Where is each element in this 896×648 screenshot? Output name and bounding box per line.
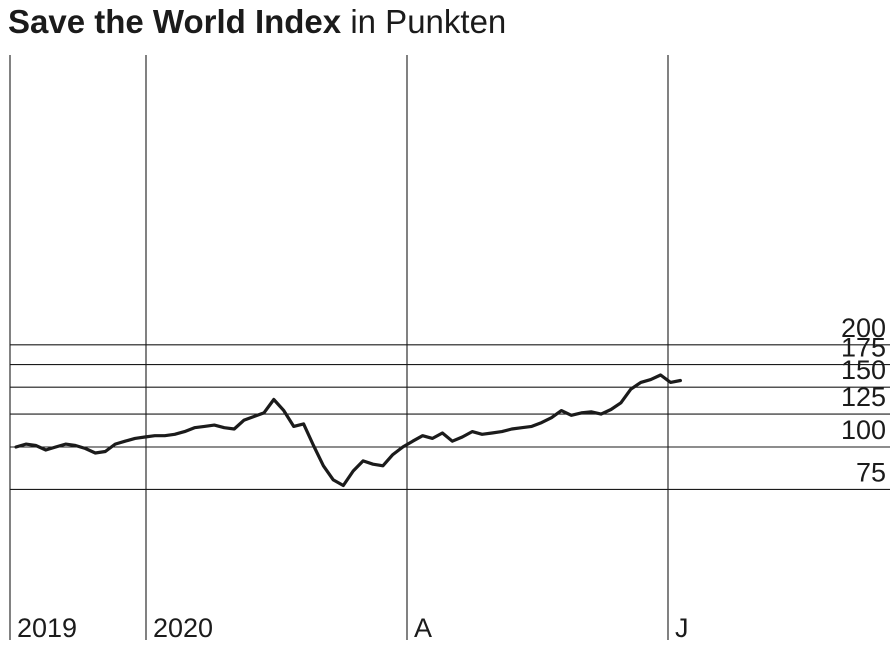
grid bbox=[9, 55, 890, 640]
chart-title-unit: in Punkten bbox=[350, 3, 507, 40]
chart-title-main: Save the World Index bbox=[8, 3, 342, 40]
y-tick-label-100: 100 bbox=[841, 415, 886, 445]
y-tick-label-75: 75 bbox=[856, 457, 886, 487]
x-period-label-2: A bbox=[414, 613, 432, 643]
x-axis-labels: 2019 2020 A J bbox=[17, 613, 689, 643]
y-tick-label-125: 125 bbox=[841, 382, 886, 412]
y-tick-label-175: 175 bbox=[841, 333, 886, 363]
x-period-label-0: 2019 bbox=[17, 613, 77, 643]
chart-title: Save the World Index in Punkten bbox=[8, 0, 506, 44]
y-tick-label-150: 150 bbox=[841, 355, 886, 385]
y-tick-label-200: 200 bbox=[841, 313, 886, 343]
series-line bbox=[14, 373, 682, 488]
x-period-label-3: J bbox=[675, 613, 689, 643]
x-period-label-1: 2020 bbox=[153, 613, 213, 643]
